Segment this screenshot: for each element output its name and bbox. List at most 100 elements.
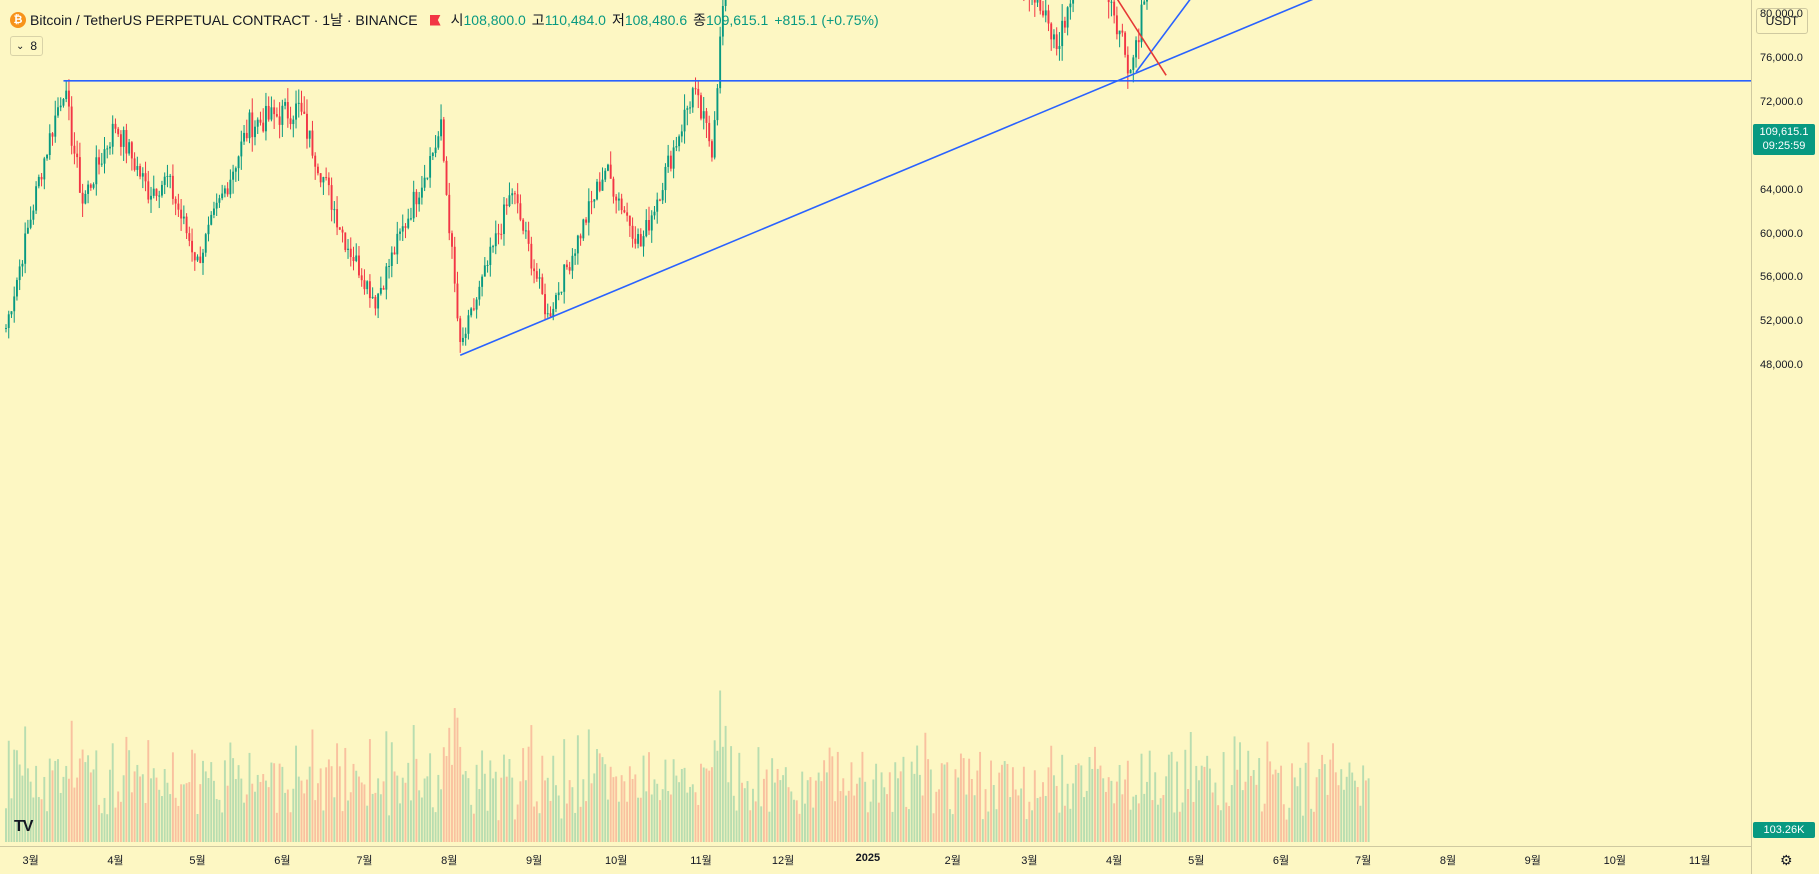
volume-bar (1184, 749, 1187, 842)
volume-bar (782, 775, 785, 842)
volume-bar (987, 811, 990, 842)
candle-body (431, 153, 434, 157)
change-value: +815.1 (+0.75%) (774, 12, 879, 28)
volume-bar (571, 787, 574, 842)
volume-bar (721, 746, 724, 842)
indicator-count: 8 (30, 39, 38, 53)
volume-bar (15, 750, 18, 842)
volume-bar (689, 786, 692, 842)
volume-bar (481, 750, 484, 842)
volume-bar (642, 755, 645, 842)
volume-bar (943, 764, 946, 842)
volume-bar (1151, 800, 1154, 842)
volume-bar (166, 782, 169, 842)
candle-body (130, 142, 133, 159)
volume-bar (409, 800, 412, 842)
volume-bar (617, 801, 620, 842)
flag-icon[interactable] (429, 14, 441, 26)
volume-bar (1277, 772, 1280, 842)
candle-body (319, 173, 322, 183)
volume-bar (415, 758, 418, 842)
candle-body (650, 215, 653, 231)
candle-body (1036, 0, 1039, 3)
volume-bar (877, 802, 880, 842)
time-tick-label: 5월 (189, 855, 206, 867)
volume-bar (1094, 746, 1096, 842)
candle-body (686, 108, 689, 110)
volume-bar (243, 802, 246, 842)
candle-body (289, 118, 292, 125)
open-label: 시 (450, 12, 464, 28)
indicators-toggle[interactable]: ⌄ 8 (10, 36, 44, 56)
volume-bar (902, 756, 905, 842)
candle-body (667, 155, 670, 167)
volume-bar (412, 725, 415, 842)
tradingview-logo[interactable]: TV (14, 818, 33, 835)
candle-body (262, 122, 265, 132)
volume-bar (1293, 777, 1296, 842)
high-group: 고110,484.0 (532, 10, 606, 30)
volume-bar (757, 747, 760, 842)
volume-bar (1258, 758, 1261, 842)
volume-bar (1033, 770, 1036, 842)
volume-bar (836, 751, 839, 842)
volume-bar (1367, 778, 1370, 842)
candle-body (368, 281, 371, 299)
volume-bar (1003, 761, 1006, 842)
candle-body (642, 236, 645, 247)
candle-body (229, 179, 232, 195)
volume-bar (300, 780, 303, 842)
volume-bar (284, 792, 287, 842)
volume-tag: 103.26K (1753, 822, 1815, 838)
volume-bar (760, 806, 763, 842)
volume-bar (866, 812, 869, 842)
candle-body (533, 268, 536, 272)
volume-bar (907, 809, 910, 842)
volume-bar (128, 750, 131, 842)
candles (5, 0, 1148, 353)
candle-body (202, 252, 204, 263)
volume-bar (535, 801, 538, 842)
volume-bar (95, 750, 98, 842)
candle-body (1107, 0, 1110, 3)
candle-body (626, 212, 629, 216)
volume-bar (1236, 769, 1239, 842)
volume-bar (347, 800, 349, 842)
volume-bar (308, 766, 311, 842)
volume-bar (374, 792, 377, 842)
candle-body (333, 209, 336, 211)
settings-gear-icon[interactable]: ⚙ (1780, 852, 1793, 868)
candle-body (516, 194, 519, 204)
candle-body (330, 185, 333, 210)
volume-bar (1321, 754, 1324, 842)
candle-body (689, 107, 692, 109)
candle-body (658, 199, 661, 201)
time-tick-label: 2025 (855, 852, 881, 864)
volume-bar (314, 800, 317, 842)
volume-bar (935, 791, 938, 842)
time-tick-label: 11월 (690, 855, 712, 867)
volume-bar (494, 771, 497, 842)
candle-body (374, 296, 377, 309)
currency-button[interactable]: USDT (1756, 8, 1808, 34)
symbol-title[interactable]: Bitcoin / TetherUS PERPETUAL CONTRACT · … (30, 12, 418, 28)
volume-bar (483, 773, 486, 842)
candle-body (358, 255, 360, 276)
candle-body (62, 99, 65, 106)
volume-bar (883, 787, 886, 842)
candle-body (308, 130, 311, 139)
candle-body (628, 215, 631, 226)
candle-body (420, 187, 423, 198)
candle-body (32, 210, 35, 220)
volume-bar (144, 802, 147, 842)
volume-bar (1307, 742, 1310, 842)
candle-body (5, 327, 7, 329)
volume-bar (1351, 772, 1354, 842)
candle-body (585, 219, 588, 223)
candle-body (1110, 1, 1113, 3)
volume-bar (973, 795, 976, 842)
volume-bar (223, 760, 226, 842)
volume-bar (48, 758, 51, 842)
volume-bar (289, 812, 292, 842)
